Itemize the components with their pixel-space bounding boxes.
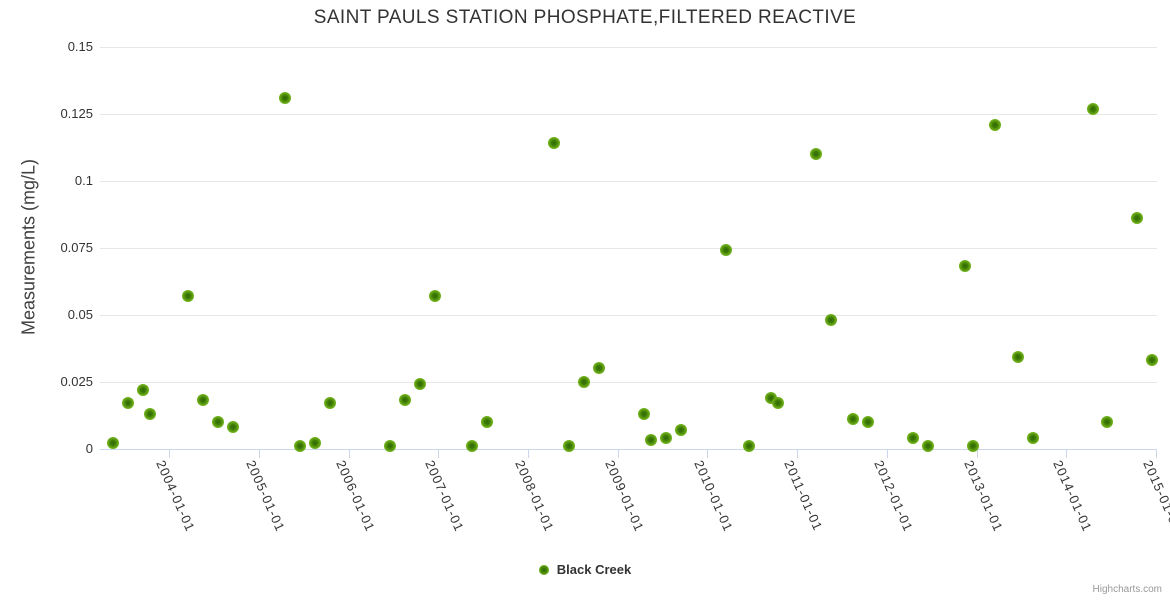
data-point[interactable]: [847, 413, 860, 426]
data-point[interactable]: [428, 289, 441, 302]
x-axis-tick-label: 2007-01-01: [422, 457, 468, 534]
data-point[interactable]: [480, 415, 493, 428]
data-point[interactable]: [824, 314, 837, 327]
data-point[interactable]: [989, 118, 1002, 131]
data-point[interactable]: [645, 434, 658, 447]
y-axis-tick-label: 0: [85, 440, 93, 456]
x-axis-tick-mark: [169, 449, 171, 458]
data-point[interactable]: [959, 260, 972, 273]
data-point[interactable]: [637, 407, 650, 420]
x-axis-tick-mark: [886, 449, 888, 458]
data-point[interactable]: [862, 415, 875, 428]
x-axis-tick-mark: [617, 449, 619, 458]
data-point[interactable]: [1101, 415, 1114, 428]
x-axis-tick-mark: [707, 449, 709, 458]
data-point[interactable]: [1086, 102, 1099, 115]
x-axis-tick-mark: [258, 449, 260, 458]
x-axis-tick-mark: [976, 449, 978, 458]
data-point[interactable]: [593, 362, 606, 375]
gridline: [100, 113, 1157, 115]
data-point[interactable]: [675, 423, 688, 436]
data-point[interactable]: [578, 375, 591, 388]
data-point[interactable]: [413, 378, 426, 391]
data-point[interactable]: [323, 396, 336, 409]
x-axis-tick-mark: [797, 449, 799, 458]
data-point[interactable]: [809, 148, 822, 161]
data-point[interactable]: [211, 415, 224, 428]
x-axis-tick-mark: [528, 449, 529, 458]
x-axis-tick-label: 2013-01-01: [960, 457, 1006, 534]
data-point[interactable]: [1026, 431, 1039, 444]
gridline: [100, 381, 1157, 383]
data-point[interactable]: [465, 439, 478, 452]
y-axis-tick-label: 0.15: [67, 39, 93, 54]
data-point[interactable]: [181, 289, 194, 302]
data-point[interactable]: [548, 137, 561, 150]
data-point[interactable]: [1146, 354, 1159, 367]
x-axis-tick-label: 2005-01-01: [243, 457, 288, 534]
legend-item[interactable]: Black Creek: [0, 562, 1170, 577]
x-axis-tick-label: 2008-01-01: [512, 457, 558, 534]
x-axis-tick-label: 2011-01-01: [781, 457, 826, 533]
y-axis-tick-label: 0.1: [74, 172, 93, 188]
data-point[interactable]: [383, 439, 396, 452]
x-axis-tick-label: 2015-01-01: [1140, 457, 1170, 534]
data-point[interactable]: [226, 421, 239, 434]
highcharts-credits-link[interactable]: Highcharts.com: [1092, 584, 1162, 595]
data-point[interactable]: [196, 394, 209, 407]
x-axis-tick-label: 2009-01-01: [602, 457, 647, 534]
data-point[interactable]: [907, 431, 920, 444]
data-point[interactable]: [278, 91, 291, 104]
x-axis-tick-label: 2014-01-01: [1050, 457, 1096, 534]
data-point[interactable]: [308, 437, 321, 450]
y-axis-tick-label: 0.05: [67, 306, 93, 322]
gridline: [100, 180, 1157, 182]
data-point[interactable]: [136, 383, 149, 396]
y-axis-tick-label: 0.025: [60, 373, 93, 389]
x-axis-tick-label: 2010-01-01: [691, 457, 737, 534]
y-axis-tick-label: 0.075: [60, 239, 93, 255]
data-point[interactable]: [922, 439, 935, 452]
x-axis-line: [100, 448, 1157, 450]
data-point[interactable]: [293, 439, 306, 452]
data-point[interactable]: [107, 437, 119, 450]
x-axis-tick-mark: [1066, 449, 1068, 458]
x-axis-tick-mark: [438, 449, 440, 458]
data-point[interactable]: [966, 439, 979, 452]
gridline: [100, 314, 1157, 316]
x-axis-tick-label: 2004-01-01: [153, 457, 199, 534]
data-point[interactable]: [772, 396, 785, 409]
chart-title: SAINT PAULS STATION PHOSPHATE,FILTERED R…: [313, 7, 857, 28]
gridline: [100, 47, 1157, 48]
data-point[interactable]: [1131, 212, 1144, 225]
y-axis-tick-label: 0.125: [60, 105, 93, 121]
data-point[interactable]: [1011, 351, 1024, 364]
legend-label: Black Creek: [556, 562, 632, 577]
data-point[interactable]: [720, 244, 733, 257]
x-axis-tick-label: 2006-01-01: [332, 457, 378, 534]
data-point[interactable]: [121, 396, 134, 409]
data-point[interactable]: [398, 394, 411, 407]
data-point[interactable]: [660, 431, 673, 444]
legend-marker-icon: [538, 564, 549, 575]
gridline: [100, 247, 1157, 249]
data-point[interactable]: [563, 439, 576, 452]
data-point[interactable]: [742, 439, 755, 452]
x-axis-tick-mark: [348, 449, 350, 458]
x-axis-tick-label: 2012-01-01: [871, 457, 917, 534]
x-axis-tick-mark: [1156, 449, 1158, 458]
data-point[interactable]: [144, 407, 157, 420]
